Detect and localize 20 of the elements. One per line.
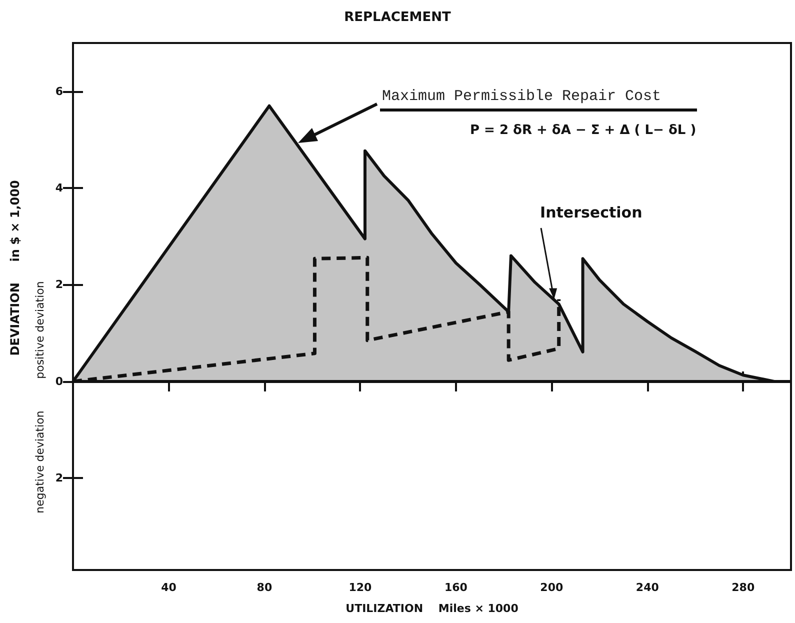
- annotation: Intersection: [540, 204, 642, 222]
- annotation: Maximum Permissible Repair Cost: [382, 88, 662, 105]
- y-tick-label: 4: [55, 182, 64, 195]
- y-tick-label: 2: [55, 278, 63, 292]
- x-axis-title: UTILIZATION Miles × 1000: [346, 602, 519, 615]
- x-tick-label: 160: [444, 581, 468, 594]
- y-tick-label: 2: [55, 472, 63, 485]
- y-axis-title: DEVIATION in $ × 1,000: [8, 180, 22, 356]
- text: negative deviation: [34, 410, 46, 514]
- annotation: P = 2 δR + δA − Σ + Δ ( L− δL ): [470, 123, 696, 138]
- x-tick-label: 280: [732, 581, 755, 594]
- x-tick-label: 120: [348, 581, 372, 594]
- text: positive deviation: [34, 281, 46, 379]
- x-tick-label: 40: [161, 581, 177, 594]
- x-tick-label: 240: [636, 581, 660, 594]
- x-tick-label: 80: [256, 581, 272, 594]
- y-tick-label: 6: [55, 84, 64, 98]
- y-tick-label: 0: [55, 374, 64, 388]
- chart-title: REPLACEMENT: [344, 10, 452, 25]
- x-tick-label: 200: [540, 581, 564, 594]
